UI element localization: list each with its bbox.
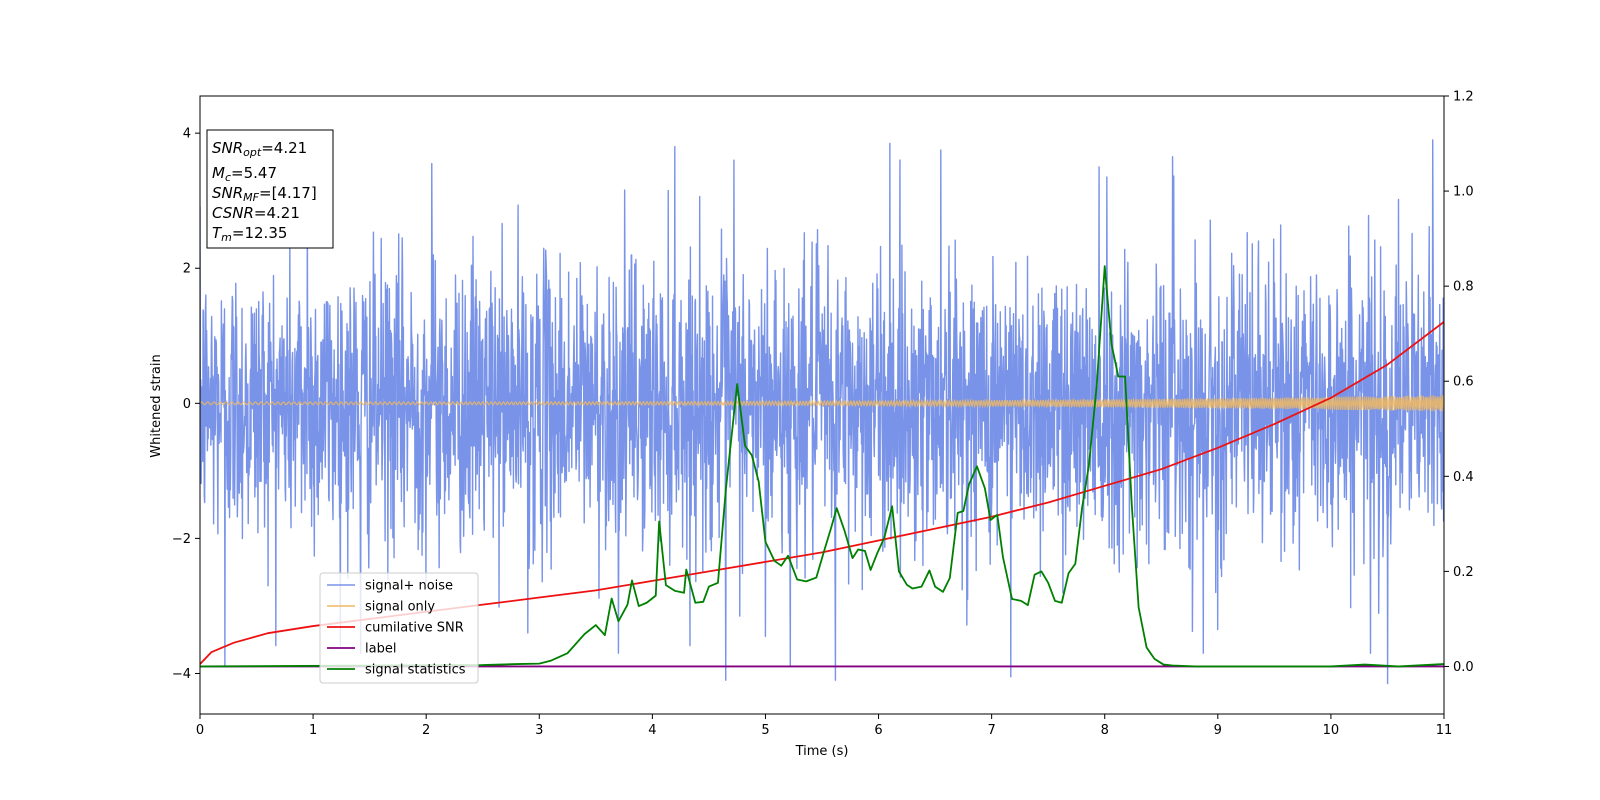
series-signal-statistics-line — [200, 265, 1444, 668]
legend-label: signal+ noise — [365, 579, 453, 594]
stats-box: SNRopt=4.21 Mc=5.47 SNRMF=[4.17] CSNR=4.… — [206, 129, 334, 249]
stat-mc: Mc=5.47 — [212, 164, 277, 184]
y-tick-label-right: 0.8 — [1453, 280, 1474, 295]
legend-frame — [319, 572, 479, 684]
y-tick-label-right: 1.0 — [1453, 185, 1474, 200]
x-tick-label: 11 — [1436, 723, 1453, 738]
x-tick-label: 2 — [422, 723, 430, 738]
x-tick-label: 3 — [535, 723, 543, 738]
stat-csnr: CSNR=4.21 — [212, 204, 300, 222]
x-tick-label: 5 — [761, 723, 769, 738]
y-axis-label: Whitened strain — [149, 354, 164, 457]
x-tick-label: 1 — [309, 723, 317, 738]
x-tick-label: 0 — [196, 723, 204, 738]
legend-item-signal-only: signal only — [327, 600, 435, 615]
x-tick-label: 7 — [987, 723, 995, 738]
series-signal-noise-line — [200, 139, 1444, 685]
y-tick-label-left: 0 — [183, 397, 191, 412]
y-tick-label-right: 0.0 — [1453, 660, 1474, 675]
legend-item-signal-noise: signal+ noise — [327, 579, 453, 594]
plot-frame — [199, 95, 1445, 715]
legend: signal+ noise signal only cumilative SNR… — [319, 572, 479, 684]
stat-snr-opt: SNRopt=4.21 — [212, 139, 307, 159]
x-tick-label: 9 — [1214, 723, 1222, 738]
legend-label: signal only — [365, 600, 435, 615]
x-tick-label: 10 — [1323, 723, 1340, 738]
y-tick-label-left: 4 — [183, 127, 191, 142]
legend-label: cumilative SNR — [365, 621, 464, 636]
x-tick-label: 4 — [648, 723, 656, 738]
legend-label: label — [365, 642, 396, 657]
legend-item-label: label — [327, 642, 396, 657]
legend-item-cumulative-snr: cumilative SNR — [327, 621, 464, 636]
y-tick-label-right: 0.2 — [1453, 565, 1474, 580]
stat-tm: Tm=12.35 — [212, 224, 287, 244]
y-tick-label-right: 0.6 — [1453, 375, 1474, 390]
series-cumulative-snr-line — [200, 321, 1444, 665]
y-tick-label-left: −4 — [172, 667, 191, 682]
y-tick-label-right: 0.4 — [1453, 470, 1474, 485]
x-axis-label: Time (s) — [795, 744, 849, 759]
y-tick-label-right: 1.2 — [1453, 90, 1474, 105]
series-signal-only-line — [200, 395, 1444, 412]
stat-snr-mf: SNRMF=[4.17] — [212, 184, 317, 204]
y-tick-label-left: −2 — [172, 532, 191, 547]
x-tick-label: 8 — [1101, 723, 1109, 738]
legend-label: signal statistics — [365, 663, 466, 678]
axes: 0 1 2 3 4 5 6 7 8 9 10 11 −4 −2 0 2 4 0.0 0.2 0.4 0.6 0.8 1.0 1… — [172, 90, 1474, 739]
legend-item-signal-statistics: signal statistics — [327, 663, 466, 678]
x-tick-label: 6 — [874, 723, 882, 738]
y-tick-label-left: 2 — [183, 262, 191, 277]
